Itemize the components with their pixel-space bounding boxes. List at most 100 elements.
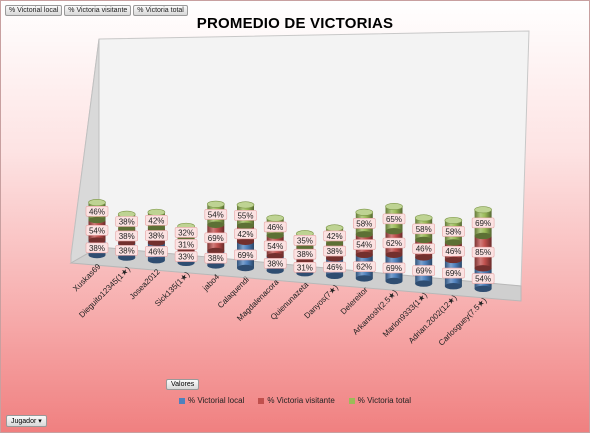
legend-swatch-total (348, 397, 355, 404)
bar-segment-bottom (207, 247, 225, 255)
data-label: 32% (178, 228, 194, 237)
bar-segment-bottom (326, 272, 344, 279)
data-label: 31% (297, 263, 313, 272)
legend-swatch-visitante (258, 397, 265, 404)
bar-segment-bottom (326, 255, 344, 262)
data-label: 58% (416, 225, 432, 234)
legend-swatch-local (179, 397, 185, 404)
bar-top-cap (474, 206, 492, 214)
data-label-box (352, 239, 376, 250)
data-label: 38% (119, 246, 135, 255)
bar-segment-bottom (266, 267, 284, 274)
legend: % Victorial local % Victoria visitante %… (1, 396, 589, 405)
data-label-box (115, 216, 138, 227)
data-label-box (323, 230, 346, 242)
data-label-box (115, 245, 138, 256)
data-label: 46% (445, 247, 461, 256)
data-label: 38% (89, 244, 105, 253)
data-label: 54% (89, 226, 105, 235)
data-label: 38% (208, 254, 224, 263)
field-button-visitante[interactable]: % Victoria visitante (64, 5, 132, 16)
bar-segment-bottom (88, 237, 106, 244)
data-label-box (471, 246, 495, 258)
bar-top-cap (444, 216, 463, 224)
data-label-box (145, 215, 168, 226)
field-button-local[interactable]: % Victorial local (5, 5, 63, 16)
bar-segment-bottom (118, 225, 136, 232)
bar-segment-bottom (474, 265, 492, 272)
data-label: 38% (148, 232, 164, 241)
bar-segment-bottom (385, 228, 403, 235)
bar-segment-bottom (207, 262, 225, 269)
data-label: 69% (475, 219, 491, 228)
data-label-box (382, 262, 406, 274)
bar-segment-bottom (118, 239, 136, 247)
data-label: 35% (297, 236, 313, 245)
bar-top-cap (385, 203, 403, 211)
bar-segment-bottom (237, 264, 254, 272)
field-buttons: % Victorial local % Victoria visitante %… (5, 5, 188, 16)
data-label-box (85, 242, 109, 254)
row-field-dropdown[interactable]: Jugador ▾ (6, 415, 47, 427)
data-label-box (263, 221, 287, 233)
bar-segment-bottom (355, 251, 373, 259)
data-label-box (234, 228, 257, 240)
data-label-box (145, 230, 168, 241)
data-label-box (293, 248, 317, 260)
data-label: 38% (327, 247, 343, 256)
data-label-box (442, 245, 465, 257)
data-label: 42% (327, 232, 343, 241)
bar-segment-bottom (385, 251, 403, 258)
bar-segment-bottom (444, 239, 462, 246)
bar-segment-bottom (355, 231, 373, 238)
data-label: 46% (416, 245, 432, 254)
data-label-box (471, 273, 495, 284)
field-button-total[interactable]: % Victoria total (133, 5, 188, 16)
data-label-box (204, 232, 228, 244)
bar-top-cap (325, 224, 344, 232)
data-label: 62% (386, 239, 402, 248)
chevron-down-icon: ▾ (38, 418, 42, 425)
bar-segment-bottom (237, 238, 254, 245)
data-label: 38% (119, 218, 135, 227)
bar-segment-bottom (147, 239, 165, 246)
data-label: 46% (89, 207, 105, 216)
legend-label-local: % Victorial local (188, 396, 245, 405)
legend-item-visitante: % Victoria visitante (258, 396, 335, 405)
data-label: 42% (237, 230, 253, 239)
data-label: 54% (475, 275, 491, 284)
data-label-box (323, 245, 346, 257)
data-label-box (174, 227, 198, 238)
bar-top-cap (266, 214, 285, 222)
data-label: 85% (475, 248, 491, 257)
data-label-box (234, 249, 257, 261)
data-label-box (174, 239, 198, 250)
bar-segment-bottom (88, 216, 106, 224)
legend-item-total: % Victoria total (348, 396, 411, 405)
data-label-box (352, 218, 376, 229)
data-label: 46% (267, 223, 283, 232)
data-label-box (293, 262, 317, 273)
bar-segment-bottom (207, 221, 225, 228)
data-label-box (412, 243, 436, 254)
bar-segment-bottom (444, 283, 462, 290)
data-label: 69% (237, 251, 253, 260)
data-label: 65% (386, 215, 402, 224)
data-label: 58% (445, 227, 461, 236)
bar-segment-bottom (147, 257, 165, 264)
bar-segment-bottom (237, 222, 254, 230)
values-field-button[interactable]: Valores (166, 379, 200, 390)
bar-segment-bottom (266, 252, 284, 260)
data-label: 69% (416, 266, 432, 275)
data-label-box (442, 226, 465, 237)
data-label-box (293, 235, 317, 246)
bar-segment-bottom (415, 254, 433, 261)
bar-segment-bottom (147, 225, 165, 232)
data-label-box (145, 246, 168, 257)
legend-item-local: % Victorial local (179, 396, 244, 405)
data-label: 38% (267, 259, 283, 268)
data-label: 31% (178, 240, 194, 249)
legend-label-visitante: % Victoria visitante (267, 396, 335, 405)
